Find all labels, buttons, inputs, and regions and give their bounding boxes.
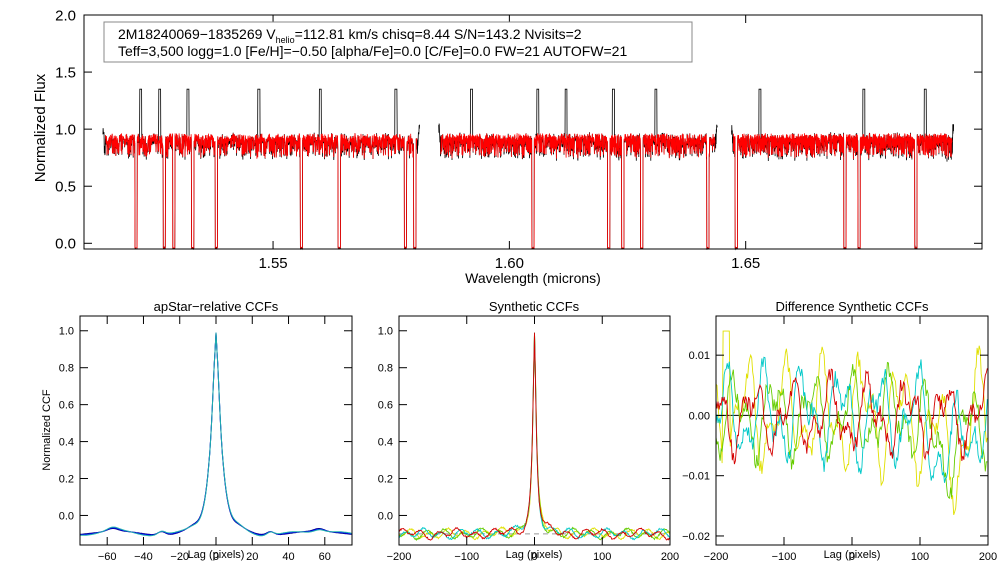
ytick-label: 0.5 (55, 178, 76, 195)
difference-ccf-series-diff-cyan (715, 356, 988, 483)
apstar-ccf-panel: −60 −40 −20 0 20 40 60 0.0 0.2 0.4 0.6 0.8 1.0 apSta… (41, 299, 353, 563)
xtick-label: 1.60 (495, 255, 524, 272)
difference-ccf-series-diff-green (715, 361, 988, 499)
xtick-label: −60 (98, 551, 117, 563)
xtick-label: 60 (319, 551, 331, 563)
spectrum-info-box: 2M18240069−1835269 Vhelio=112.81 km/s ch… (103, 21, 693, 63)
difference-ccf-series-diff-red (715, 368, 988, 465)
xtick-label: 0 (531, 551, 537, 563)
xtick-label: 200 (661, 551, 679, 563)
ytick-label: 0.4 (378, 436, 393, 448)
ytick-label: 1.0 (378, 326, 393, 338)
xtick-label: −200 (704, 551, 729, 563)
ytick-label: 0.00 (689, 410, 710, 422)
synthetic-ccf-lines (398, 332, 671, 542)
ytick-label: 2.0 (55, 7, 76, 24)
xtick-label: 0 (213, 551, 219, 563)
difference-ccf-title: Difference Synthetic CCFs (776, 299, 929, 314)
ytick-label: 1.0 (55, 121, 76, 138)
ytick-label: 0.01 (689, 350, 710, 362)
xtick-label: 1.65 (731, 255, 760, 272)
synthetic-ccf-panel: −200 −100 0 100 200 0.0 0.2 0.4 0.6 0.8 1.0 Synthe… (378, 299, 679, 563)
spectrum-ticks: 1.55 1.60 1.65 0.0 0.5 1.0 1.5 2.0 (55, 7, 982, 272)
apstar-ccf-ticks: −60 −40 −20 0 20 40 60 0.0 0.2 0.4 0.6 0.8 1.0 (59, 316, 352, 563)
ytick-label: 0.0 (55, 236, 76, 253)
difference-ccf-series-diff-yellow (715, 330, 988, 515)
xtick-label: 100 (911, 551, 929, 563)
observed-spectrum-chip (438, 88, 718, 250)
apstar-ccf-ylabel: Normalized CCF (41, 389, 53, 471)
model-spectrum-chip (440, 133, 716, 249)
synthetic-ccf-series-ccf-green (398, 332, 671, 542)
spectrum-xlabel: Wavelength (microns) (465, 270, 601, 286)
apstar-ccf-series-ccf-2 (80, 332, 353, 536)
apstar-ccf-xlabel: Lag (pixels) (188, 549, 245, 561)
xtick-label: 200 (979, 551, 997, 563)
synthetic-ccf-series-ccf-yellow (398, 332, 671, 541)
synthetic-ccf-title: Synthetic CCFs (489, 299, 580, 314)
xtick-label: 1.55 (258, 255, 287, 272)
ytick-label: −0.01 (682, 471, 710, 483)
ytick-label: 1.5 (55, 64, 76, 81)
ytick-label: −0.02 (682, 531, 710, 543)
ytick-label: 0.2 (378, 473, 393, 485)
xtick-label: −40 (134, 551, 153, 563)
apstar-ccf-series-ccf-1 (80, 332, 352, 536)
difference-ccf-lines (715, 330, 988, 515)
info-vhelio-values: =112.81 km/s chisq=8.44 S/N=143.2 Nvisit… (295, 26, 582, 42)
xtick-label: 100 (593, 551, 611, 563)
apstar-ccf-title: apStar−relative CCFs (154, 299, 279, 314)
ytick-label: 0.2 (59, 473, 74, 485)
ytick-label: 0.0 (59, 510, 74, 522)
info-box-frame (103, 21, 693, 63)
ytick-label: 0.8 (378, 363, 393, 375)
spectrum-model-line (105, 133, 953, 249)
synthetic-ccf-xlabel: Lag (pixels) (506, 549, 563, 561)
apstar-ccf-series-ccf-3 (80, 332, 353, 537)
apstar-ccf-frame (79, 315, 353, 546)
apstar-ccf-lines (80, 332, 353, 537)
observed-spectrum-chip (731, 88, 954, 251)
xtick-label: 40 (282, 551, 294, 563)
observed-spectrum-chip (102, 88, 420, 251)
info-star-id: 2M18240069−1835269 V (118, 26, 276, 42)
spectrum-observed-line (102, 88, 954, 251)
xtick-label: −20 (170, 551, 189, 563)
info-line-1: 2M18240069−1835269 Vhelio=112.81 km/s ch… (118, 26, 582, 45)
model-spectrum-chip (105, 133, 418, 249)
xtick-label: −100 (454, 551, 479, 563)
ytick-label: 0.4 (59, 436, 74, 448)
model-spectrum-chip (732, 133, 953, 249)
synthetic-ccf-series-ccf-cyan (398, 332, 671, 541)
ytick-label: 0.8 (59, 363, 74, 375)
ytick-label: 1.0 (59, 326, 74, 338)
xtick-label: 0 (849, 551, 855, 563)
ytick-label: 0.6 (59, 399, 74, 411)
spectrum-panel: 1.55 1.60 1.65 0.0 0.5 1.0 1.5 2.0 2M18240069−1… (32, 7, 983, 286)
difference-ccf-xlabel: Lag (pixels) (824, 549, 881, 561)
difference-ccf-ticks: −200 −100 0 100 200 −0.02 −0.01 0.00 0.01 (682, 316, 997, 563)
xtick-label: −200 (387, 551, 412, 563)
info-vhelio-subscript: helio (276, 35, 295, 45)
difference-ccf-panel: −200 −100 0 100 200 −0.02 −0.01 0.00 0.01 Differ… (682, 299, 997, 563)
xtick-label: 20 (246, 551, 258, 563)
spectrum-ylabel: Normalized Flux (32, 73, 49, 182)
ytick-label: 0.0 (378, 510, 393, 522)
ytick-label: 0.6 (378, 399, 393, 411)
xtick-label: −100 (772, 551, 797, 563)
info-line-2: Teff=3,500 logg=1.0 [Fe/H]=−0.50 [alpha/… (118, 43, 627, 59)
spectrum-plot-frame (83, 14, 983, 250)
synthetic-ccf-series-ccf-red (398, 332, 671, 541)
synthetic-ccf-ticks: −200 −100 0 100 200 0.0 0.2 0.4 0.6 0.8 1.0 (378, 316, 679, 563)
